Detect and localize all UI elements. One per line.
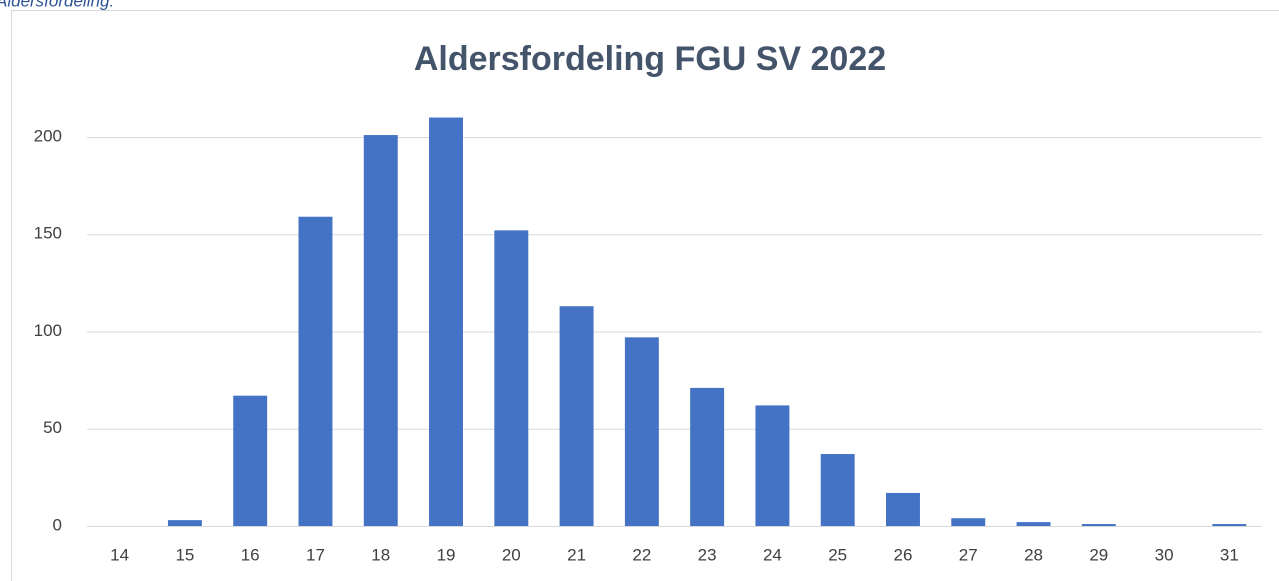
y-tick-label: 100 xyxy=(34,321,62,340)
x-tick-label: 27 xyxy=(959,545,978,564)
x-tick-label: 18 xyxy=(371,545,390,564)
bar xyxy=(951,518,986,526)
bar xyxy=(429,117,463,527)
x-tick-label: 15 xyxy=(175,545,194,564)
x-tick-label: 29 xyxy=(1089,545,1108,564)
x-tick-label: 17 xyxy=(306,545,325,564)
bar xyxy=(1081,524,1116,526)
x-tick-label: 21 xyxy=(567,545,586,564)
bar xyxy=(886,492,920,526)
x-tick-label: 19 xyxy=(437,545,456,564)
caption: Aldersfordeling: xyxy=(0,0,114,10)
bar xyxy=(690,387,725,526)
bar xyxy=(820,454,855,526)
bar xyxy=(559,306,594,526)
bar xyxy=(624,337,659,526)
x-tick-label: 24 xyxy=(763,545,782,564)
bar xyxy=(1016,522,1051,526)
x-tick-label: 22 xyxy=(632,545,651,564)
x-tick-label: 28 xyxy=(1024,545,1043,564)
x-tick-label: 16 xyxy=(241,545,260,564)
y-tick-label: 50 xyxy=(43,418,62,437)
chart-title: Aldersfordeling FGU SV 2022 xyxy=(414,40,886,78)
y-tick-label: 150 xyxy=(34,224,62,243)
y-tick-label: 0 xyxy=(53,515,62,534)
x-tick-label: 30 xyxy=(1155,545,1174,564)
x-tick-label: 31 xyxy=(1220,545,1239,564)
bar xyxy=(233,395,268,526)
y-tick-label: 200 xyxy=(34,126,62,145)
bar xyxy=(298,216,333,526)
x-tick-label: 14 xyxy=(110,545,129,564)
bar xyxy=(363,135,398,526)
x-tick-label: 20 xyxy=(502,545,521,564)
x-tick-label: 26 xyxy=(894,545,913,564)
bar xyxy=(167,520,202,526)
bar xyxy=(1212,524,1247,526)
bar xyxy=(755,405,790,526)
bar xyxy=(494,230,529,527)
x-tick-label: 23 xyxy=(698,545,717,564)
x-tick-label: 25 xyxy=(828,545,847,564)
